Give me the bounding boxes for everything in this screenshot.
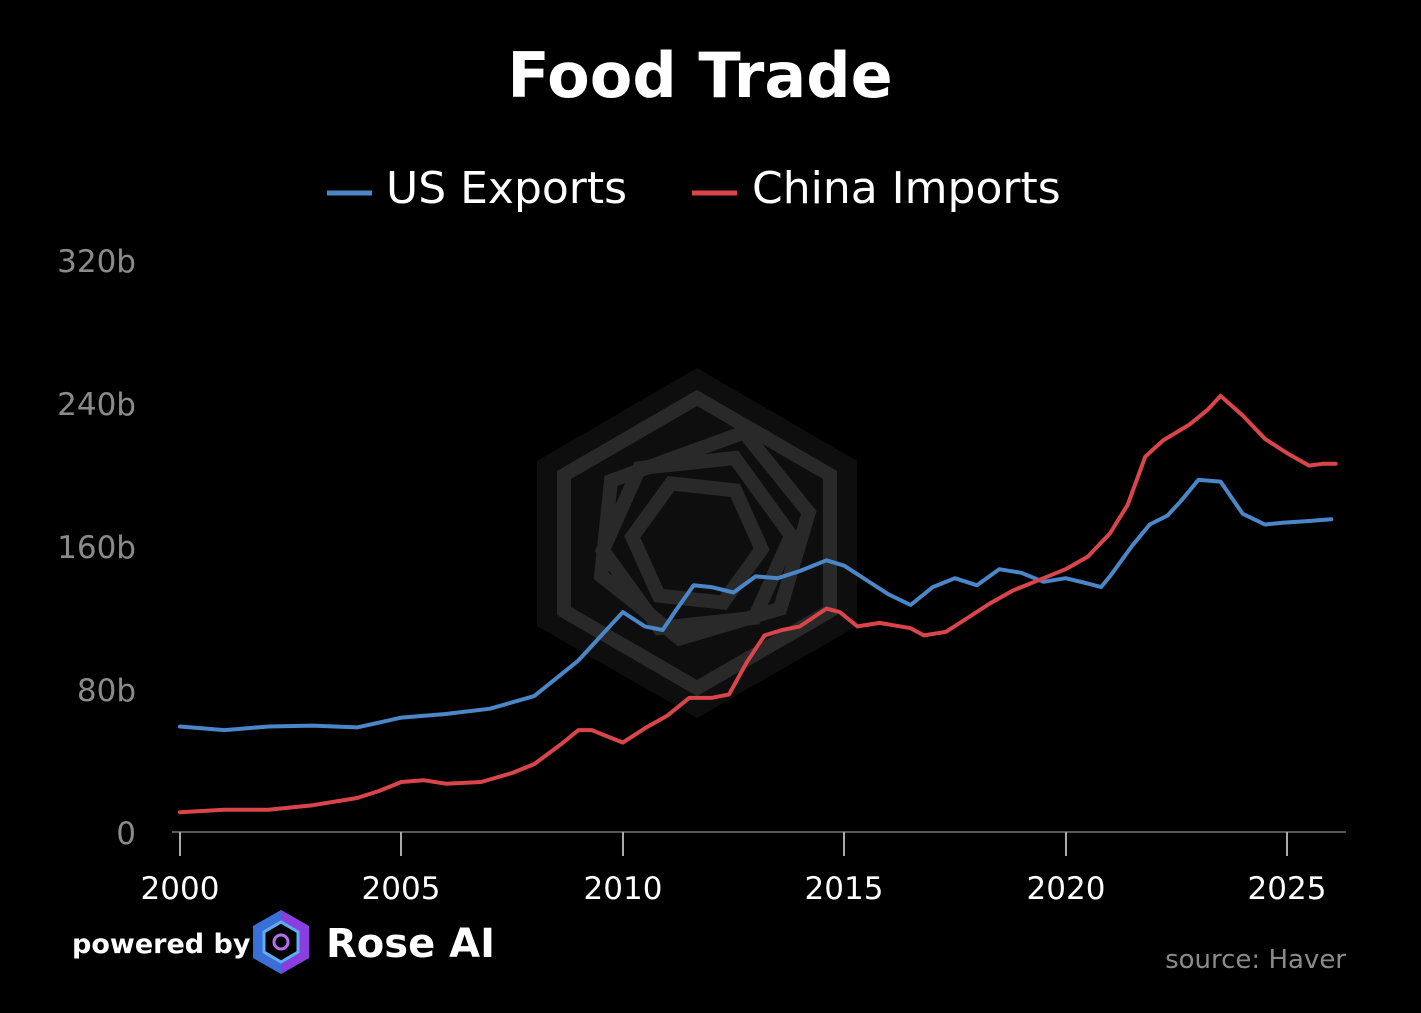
rose-ai-logo-icon	[253, 910, 309, 974]
y-tick-label: 240b	[57, 387, 136, 423]
y-tick-label: 320b	[57, 244, 136, 280]
legend: US Exports China Imports	[327, 163, 1061, 214]
x-axis: 2000 2005 2010 2015 2020 2025	[141, 831, 1346, 907]
source-label: source: Haver	[1165, 945, 1346, 975]
legend-label-us-exports: US Exports	[386, 163, 627, 214]
y-tick-label: 80b	[77, 673, 136, 709]
y-tick-label: 160b	[57, 530, 136, 566]
powered-by-label: powered by	[72, 929, 251, 960]
footer-branding: powered by Rose AI	[72, 910, 495, 974]
y-tick-label: 0	[116, 816, 136, 852]
brand-name: Rose AI	[326, 921, 495, 967]
y-axis: 0 80b 160b 240b 320b	[57, 244, 136, 852]
x-tick-label: 2010	[584, 871, 663, 907]
legend-label-china-imports: China Imports	[752, 163, 1061, 214]
plot-area	[178, 393, 1338, 815]
series-line-china-imports	[178, 393, 1338, 815]
series-line-us-exports	[178, 477, 1334, 733]
x-tick-label: 2015	[805, 871, 884, 907]
x-tick-label: 2005	[362, 871, 441, 907]
x-tick-label: 2025	[1248, 871, 1327, 907]
x-tick-label: 2000	[141, 871, 220, 907]
watermark-logo	[537, 368, 857, 718]
chart-title: Food Trade	[507, 39, 892, 112]
x-tick-label: 2020	[1027, 871, 1106, 907]
